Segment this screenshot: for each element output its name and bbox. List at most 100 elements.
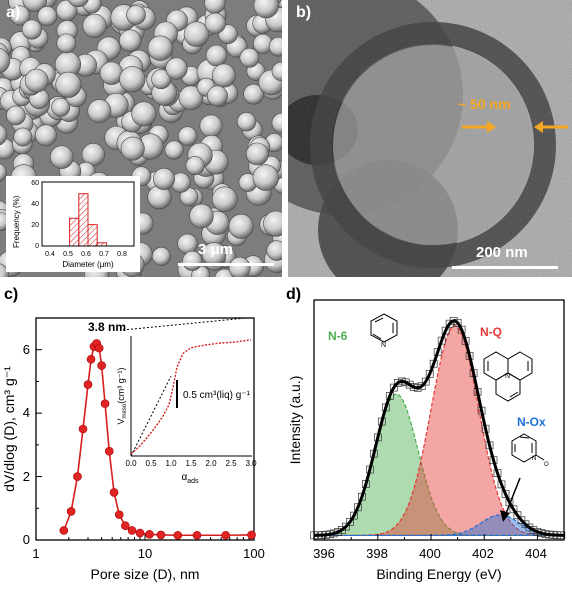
hist-xlabel: Diameter (μm) bbox=[62, 260, 114, 269]
histogram-bar bbox=[69, 217, 80, 247]
c-data-point bbox=[156, 530, 166, 540]
c-data-point bbox=[221, 530, 230, 540]
c-inset-xlabel: αads bbox=[181, 472, 199, 485]
sem-particle bbox=[183, 21, 210, 47]
sem-particle bbox=[266, 240, 282, 261]
c-data-point bbox=[66, 507, 76, 516]
sem-particle bbox=[243, 83, 264, 105]
sem-particle bbox=[0, 124, 8, 146]
d-xtick: 400 bbox=[419, 546, 441, 561]
histogram-bar bbox=[87, 224, 98, 247]
sem-particle bbox=[185, 156, 205, 176]
sem-particle bbox=[120, 136, 145, 161]
c-xtick: 10 bbox=[138, 546, 152, 561]
sem-particle bbox=[204, 12, 226, 34]
c-inset-xtick: 1.0 bbox=[165, 459, 177, 468]
c-series-line bbox=[63, 341, 252, 537]
c-ytick: 0 bbox=[23, 532, 30, 547]
panel-d-label: d) bbox=[286, 286, 302, 303]
pyridine-structure: N bbox=[370, 313, 398, 349]
c-data-point bbox=[135, 528, 145, 538]
c-inset: 0.5 cm³(liq) g⁻¹ 0.0 0.5 1.0 1.5 2.0 2.5… bbox=[116, 336, 257, 485]
c-data-point bbox=[59, 526, 69, 535]
sem-particle bbox=[165, 57, 188, 80]
sem-particle bbox=[211, 63, 236, 88]
quaternary-n-structure: N bbox=[483, 351, 533, 402]
d-data-point bbox=[513, 511, 522, 520]
c-ytick: 4 bbox=[23, 405, 30, 420]
c-data-point bbox=[83, 380, 93, 389]
d-label-n6: N-6 bbox=[328, 329, 348, 343]
d-data-point bbox=[350, 511, 358, 520]
sem-particle bbox=[164, 140, 184, 160]
sem-particle bbox=[0, 48, 11, 74]
sem-particle bbox=[119, 66, 146, 93]
scale-bar-b-label: 200 nm bbox=[476, 244, 528, 261]
sem-particle bbox=[151, 69, 172, 90]
sem-particle bbox=[177, 126, 198, 146]
sem-particle bbox=[271, 61, 282, 81]
svg-text:N: N bbox=[505, 373, 510, 380]
sem-particle bbox=[118, 29, 142, 52]
sem-particle bbox=[0, 263, 9, 277]
d-data-point bbox=[346, 518, 354, 526]
tem-image bbox=[288, 0, 572, 277]
c-data-point bbox=[73, 472, 82, 481]
sem-particle bbox=[6, 105, 26, 126]
hist-xtick: 0.4 bbox=[45, 251, 55, 258]
panel-c-label: c) bbox=[4, 286, 19, 303]
sem-particle bbox=[0, 163, 7, 182]
svg-text:N: N bbox=[381, 342, 386, 349]
hist-xtick: 0.7 bbox=[99, 251, 109, 258]
c-inset-xtick: 0.5 bbox=[145, 459, 157, 468]
d-envelope-fit bbox=[313, 319, 565, 537]
c-data-point bbox=[145, 529, 154, 539]
svg-text:N: N bbox=[532, 456, 536, 462]
sem-particle bbox=[268, 36, 282, 57]
d-data-point bbox=[445, 319, 454, 328]
hist-xtick: 0.5 bbox=[63, 251, 73, 258]
c-data-point bbox=[247, 530, 256, 540]
c-inset-xtick: 0.0 bbox=[125, 459, 137, 468]
hist-ytick: 20 bbox=[31, 222, 39, 229]
sem-particle bbox=[49, 145, 74, 169]
panel-d: d) 396 398 400 402 404 Binding Energy (e… bbox=[284, 284, 572, 592]
d-data-point bbox=[517, 516, 526, 525]
hist-ytick: 40 bbox=[31, 201, 39, 208]
sem-particle bbox=[205, 44, 228, 67]
sem-particle bbox=[37, 6, 58, 27]
pore-size-chart: 1 10 100 0 2 4 6 Pore size (D), nm dV/dl… bbox=[1, 317, 265, 582]
hist-xtick: 0.6 bbox=[81, 251, 91, 258]
c-data-point bbox=[100, 399, 110, 408]
sem-particle bbox=[271, 112, 282, 134]
sem-particle bbox=[21, 19, 42, 40]
sem-particle bbox=[263, 210, 282, 237]
sem-particle bbox=[245, 142, 269, 166]
sem-particle bbox=[55, 71, 82, 98]
sem-particle bbox=[253, 0, 279, 19]
sem-particle bbox=[67, 0, 89, 8]
c-data-point bbox=[127, 526, 137, 535]
sem-particle bbox=[178, 85, 204, 111]
sem-particle bbox=[189, 203, 214, 229]
d-xtick: 398 bbox=[366, 546, 388, 561]
sem-particle bbox=[9, 5, 31, 26]
c-inset-scale-text: 0.5 cm³(liq) g⁻¹ bbox=[183, 390, 251, 401]
c-data-point bbox=[104, 446, 114, 456]
sem-particle bbox=[152, 167, 175, 190]
panel-b-label: b) bbox=[296, 4, 312, 21]
c-guide-line bbox=[122, 317, 247, 331]
sem-particle bbox=[131, 101, 157, 127]
sem-particle bbox=[239, 47, 260, 68]
c-inset-xtick: 1.5 bbox=[185, 459, 197, 468]
panel-a: a) Frequency (%) 0 20 40 60 0.4 0.5 0.6 … bbox=[0, 0, 282, 277]
c-ylabel: dV/dlog (D), cm³ g⁻¹ bbox=[1, 366, 17, 492]
d-peak-n-q bbox=[314, 325, 565, 537]
c-annotation: 3.8 nm bbox=[88, 320, 126, 334]
c-data-point bbox=[121, 521, 130, 531]
histogram-chart: Frequency (%) 0 20 40 60 0.4 0.5 0.6 0.7… bbox=[12, 180, 135, 269]
d-label-nq: N-Q bbox=[480, 325, 502, 339]
sem-particle bbox=[35, 124, 57, 147]
d-data-point bbox=[389, 383, 398, 392]
sem-particle bbox=[228, 213, 254, 239]
